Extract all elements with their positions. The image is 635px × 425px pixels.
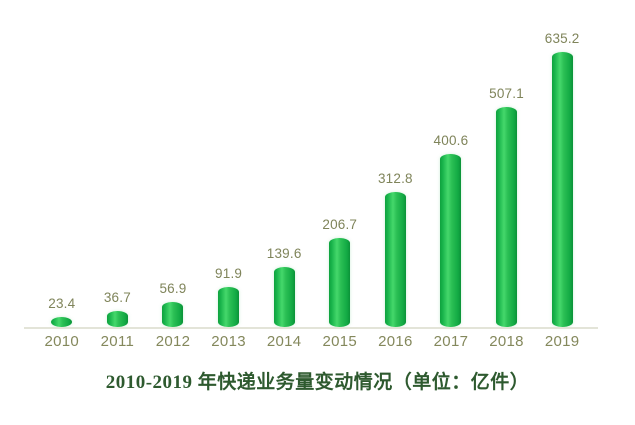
bar-2010 [51,317,73,327]
bar-value-label: 312.8 [377,171,413,186]
x-axis-tick-label: 2014 [266,333,302,350]
bar-2019 [551,52,573,327]
bar-value-label: 635.2 [544,31,580,46]
bar-value-label: 139.6 [266,246,302,261]
bar-column-2012: 56.9 [145,20,201,327]
bar-value-label: 400.6 [433,133,469,148]
bar-value-label: 507.1 [489,86,524,101]
bar-column-2013: 91.9 [201,20,257,327]
bar-column-2019: 635.2 [534,20,590,327]
bar-value-label: 23.4 [48,296,76,311]
x-axis-tick-label: 2015 [322,333,358,350]
bar-column-2015: 206.7 [312,20,368,327]
bar-2018 [496,107,518,327]
x-axis-tick-label: 2016 [378,333,413,350]
x-axis-tick-label: 2013 [211,333,246,350]
bar-value-label: 206.7 [322,217,358,232]
bar-value-label: 56.9 [159,281,187,296]
bar-2015 [329,238,351,327]
bar-column-2016: 312.8 [368,20,424,327]
bar-column-2018: 507.1 [479,20,535,327]
x-axis-tick-label: 2010 [44,333,80,350]
bar-column-2017: 400.6 [423,20,479,327]
bar-2012 [162,302,184,327]
x-axis-tick-row: 2010 2011 2012 2013 2014 2015 2016 2017 2018 2019 [34,333,590,350]
bar-2014 [273,267,295,327]
x-axis-tick-label: 2019 [544,333,580,350]
bar-2011 [106,311,128,327]
bar-2013 [218,287,240,327]
bar-column-2014: 139.6 [256,20,312,327]
bar-2017 [440,154,462,327]
plot-area: 23.4 36.7 56.9 91.9 139.6 206.7 312.8 400.6 507.… [34,20,590,327]
chart-title: 2010-2019 年快递业务量变动情况（单位：亿件） [105,372,530,393]
bar-2016 [384,192,406,327]
bar-column-2010: 23.4 [34,20,90,327]
x-axis-line [24,327,598,329]
x-axis-tick-label: 2012 [155,333,191,350]
bar-value-label: 36.7 [103,290,131,305]
bar-value-label: 91.9 [215,266,243,281]
bar-column-2011: 36.7 [90,20,146,327]
x-axis-tick-label: 2017 [433,333,469,350]
x-axis-tick-label: 2011 [100,333,135,350]
x-axis-tick-label: 2018 [489,333,524,350]
